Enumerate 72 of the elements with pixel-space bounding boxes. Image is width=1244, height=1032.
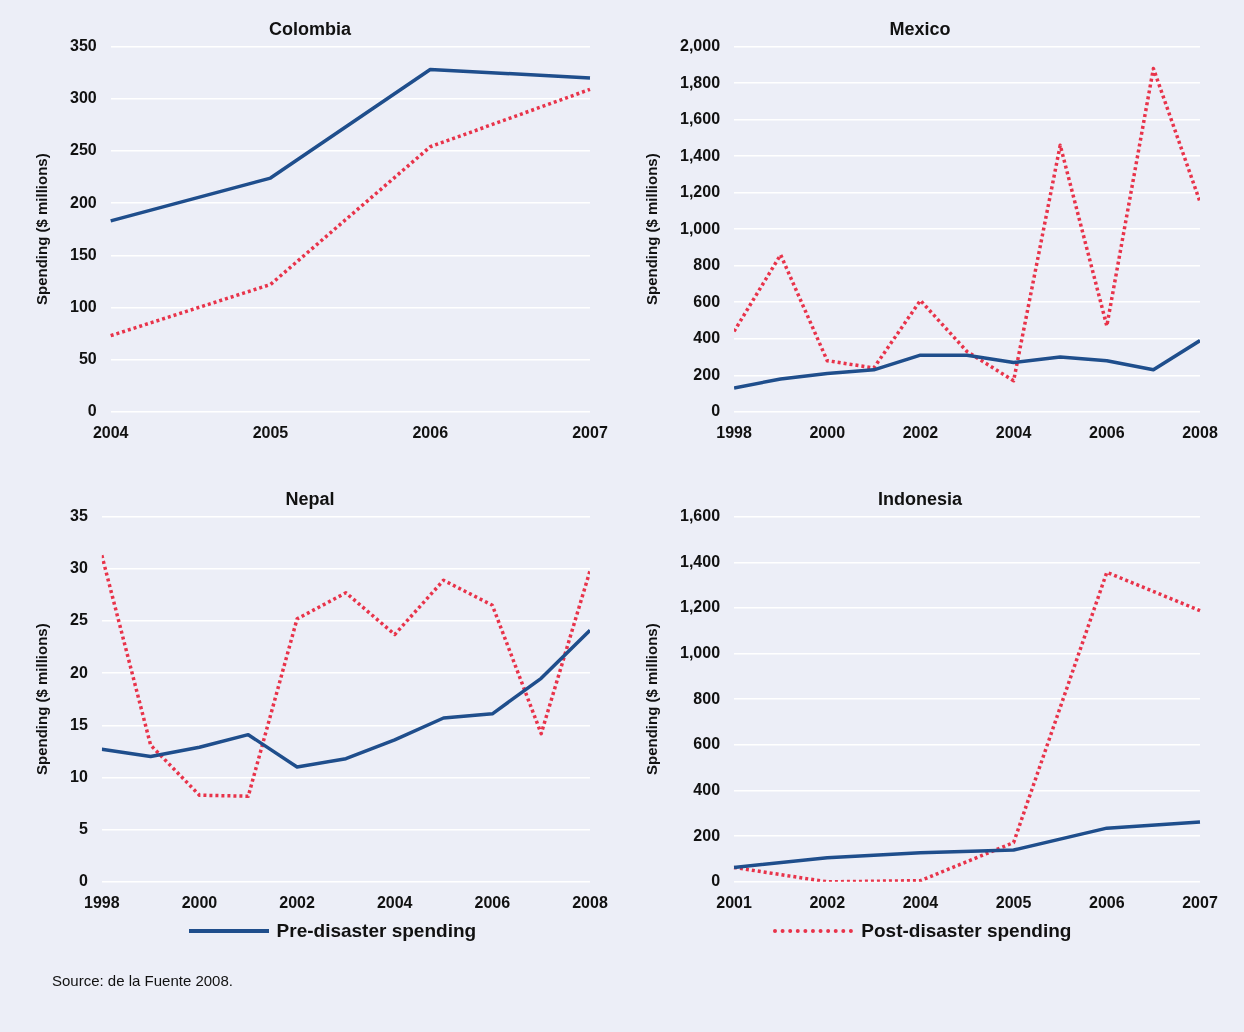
y-tick-label: 1,200 [679, 598, 721, 616]
y-tick-label: 1,000 [679, 643, 721, 661]
y-tick-label: 1,400 [679, 146, 721, 164]
y-tick-label: 1,200 [679, 183, 721, 201]
y-tick-label: 400 [693, 780, 721, 798]
x-tick-label: 1998 [716, 423, 752, 441]
y-tick-label: 50 [78, 350, 97, 368]
y-tick-label: 150 [69, 245, 97, 263]
source-note: Source: de la Fuente 2008. [52, 972, 233, 989]
x-tick-label: 2002 [279, 893, 315, 911]
y-tick-label: 25 [70, 611, 88, 629]
y-tick-label: 200 [693, 826, 721, 844]
legend-label: Pre-disaster spending [276, 920, 477, 942]
y-tick-label: 0 [87, 402, 97, 420]
y-tick-label: 1,000 [679, 219, 721, 237]
x-tick-label: 1998 [84, 893, 120, 911]
line-series [734, 66, 1200, 383]
x-tick-label: 2004 [92, 423, 129, 441]
y-tick-label: 800 [693, 689, 721, 707]
x-tick-label: 2008 [1182, 423, 1218, 441]
x-tick-label: 2004 [376, 893, 413, 911]
y-axis-title: Spending ($ millions) [643, 623, 661, 776]
x-tick-label: 2004 [902, 893, 939, 911]
y-tick-label: 600 [693, 735, 721, 753]
x-tick-label: 2001 [716, 893, 752, 911]
x-tick-label: 2004 [995, 423, 1032, 441]
y-tick-label: 600 [693, 292, 721, 310]
y-tick-label: 30 [70, 559, 88, 577]
x-tick-label: 2005 [995, 893, 1032, 911]
y-tick-label: 800 [693, 256, 721, 274]
chart-title: Indonesia [877, 488, 963, 509]
x-tick-label: 2002 [809, 893, 846, 911]
y-tick-label: 200 [69, 193, 97, 211]
x-tick-label: 2006 [474, 893, 511, 911]
y-tick-label: 200 [693, 365, 721, 383]
x-tick-label: 2002 [902, 423, 939, 441]
y-tick-label: 350 [69, 37, 97, 55]
x-tick-label: 2007 [572, 423, 608, 441]
y-axis-title: Spending ($ millions) [33, 623, 51, 776]
x-tick-label: 2006 [1089, 423, 1125, 441]
y-axis-title: Spending ($ millions) [643, 153, 661, 306]
line-series [101, 553, 590, 798]
chart-title: Mexico [889, 18, 951, 39]
y-tick-label: 5 [78, 820, 88, 838]
y-tick-label: 2,000 [679, 37, 721, 55]
x-tick-label: 2000 [181, 893, 218, 911]
y-tick-label: 15 [70, 715, 88, 733]
y-tick-label: 100 [69, 297, 97, 315]
x-tick-label: 2006 [412, 423, 449, 441]
y-tick-label: 0 [711, 872, 721, 890]
y-tick-label: 0 [711, 402, 721, 420]
x-tick-label: 2000 [809, 423, 846, 441]
line-series [108, 87, 592, 338]
x-tick-label: 2008 [572, 893, 608, 911]
y-tick-label: 1,800 [679, 73, 721, 91]
y-tick-label: 250 [69, 141, 97, 159]
x-tick-label: 2007 [1182, 893, 1218, 911]
x-tick-label: 2006 [1089, 893, 1125, 911]
legend-label: Post-disaster spending [861, 920, 1072, 942]
y-tick-label: 20 [70, 663, 88, 681]
y-tick-label: 1,600 [679, 507, 721, 525]
y-tick-label: 1,400 [679, 552, 721, 570]
chart-title: Nepal [285, 488, 335, 509]
y-tick-label: 1,600 [679, 110, 721, 128]
y-axis-title: Spending ($ millions) [33, 153, 51, 306]
y-tick-label: 400 [693, 329, 721, 347]
y-tick-label: 10 [70, 767, 88, 785]
y-tick-label: 0 [78, 872, 88, 890]
y-tick-label: 300 [69, 89, 97, 107]
x-tick-label: 2005 [252, 423, 289, 441]
chart-title: Colombia [268, 18, 352, 39]
y-tick-label: 35 [70, 507, 88, 525]
